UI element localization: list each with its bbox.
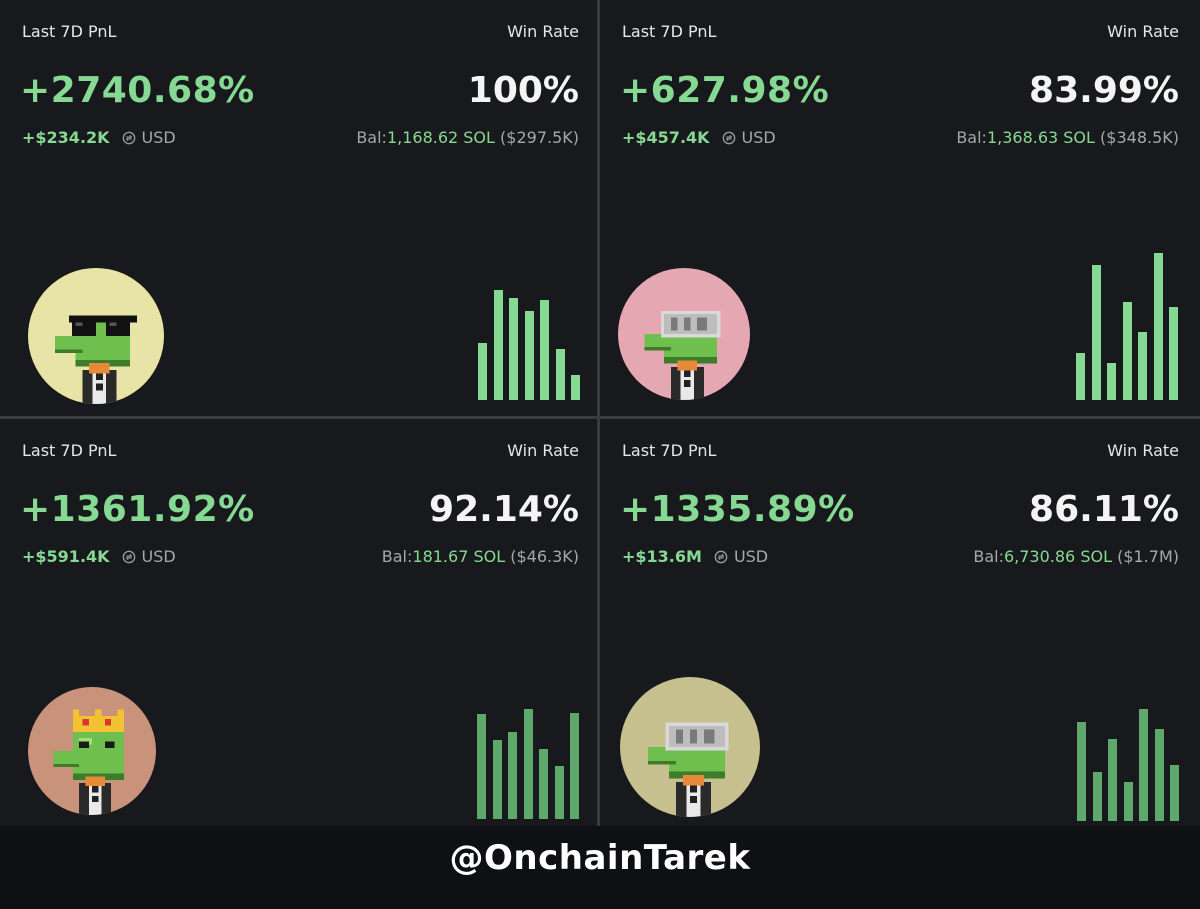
chart-bar	[1076, 353, 1085, 400]
chart-bar	[539, 749, 548, 819]
chart-bar	[1077, 722, 1086, 821]
frog-avatar-icon	[618, 268, 750, 400]
chart-bar	[555, 349, 565, 400]
pnl-card-4[interactable]: Last 7D PnL Win Rate +1335.89% 86.11% +$…	[600, 419, 1197, 826]
currency-label: USD	[141, 128, 176, 147]
usd-pnl-row: +$13.6M USD	[622, 547, 768, 566]
grid-divider-horizontal	[0, 416, 1200, 419]
chart-bar	[1153, 253, 1163, 400]
usd-pnl-row: +$234.2K USD	[22, 128, 176, 147]
currency-swap-icon[interactable]	[110, 550, 142, 564]
currency-swap-icon[interactable]	[702, 550, 734, 564]
chart-bar	[1091, 265, 1101, 400]
balance-usd: ($297.5K)	[500, 128, 579, 147]
chart-bar	[554, 766, 564, 819]
chart-bar	[477, 714, 486, 819]
frog-avatar-icon	[28, 687, 156, 815]
chart-bar	[478, 343, 487, 400]
balance-prefix: Bal:	[381, 547, 413, 566]
balance-prefix: Bal:	[356, 128, 387, 147]
win-rate-label: Win Rate	[507, 441, 579, 460]
pnl-label: Last 7D PnL	[22, 441, 117, 460]
usd-pnl-amount: +$591.4K	[22, 547, 110, 566]
balance-usd: ($46.3K)	[510, 547, 579, 566]
watermark-handle: @OnchainTarek	[449, 838, 751, 878]
chart-bar	[524, 311, 534, 400]
frog-avatar-icon	[28, 268, 164, 404]
winrate-bar-chart	[477, 709, 587, 819]
win-rate-label: Win Rate	[1107, 22, 1179, 41]
chart-bar	[1139, 709, 1148, 821]
win-rate-label: Win Rate	[1107, 441, 1179, 460]
currency-label: USD	[141, 547, 176, 566]
win-rate-value: 92.14%	[429, 489, 579, 530]
chart-bar	[1154, 729, 1164, 821]
chart-bar	[1092, 772, 1102, 821]
grid-divider-vertical	[597, 0, 600, 826]
win-rate-value: 100%	[467, 70, 579, 111]
chart-bar	[492, 740, 502, 819]
balance-sol: 181.67 SOL	[412, 547, 506, 566]
winrate-bar-chart	[1076, 253, 1186, 400]
chart-bar	[493, 290, 503, 400]
pnl-label: Last 7D PnL	[22, 22, 117, 41]
pnl-label: Last 7D PnL	[622, 22, 717, 41]
pnl-percent: +1361.92%	[20, 489, 255, 530]
pnl-percent: +1335.89%	[620, 489, 855, 530]
winrate-bar-chart	[1077, 709, 1187, 821]
chart-bar	[1108, 739, 1117, 821]
balance: Bal:6,730.86 SOL ($1.7M)	[973, 547, 1179, 566]
chart-bar	[1138, 332, 1147, 400]
chart-bar	[1122, 302, 1132, 400]
chart-bar	[540, 300, 549, 400]
balance-sol: 6,730.86 SOL	[1003, 547, 1112, 566]
chart-bar	[509, 298, 518, 400]
pnl-card-grid	[0, 0, 1200, 826]
chart-bar	[571, 375, 580, 400]
win-rate-label: Win Rate	[507, 22, 579, 41]
usd-pnl-amount: +$234.2K	[22, 128, 110, 147]
pnl-card-1[interactable]: Last 7D PnL Win Rate +2740.68% 100% +$23…	[0, 0, 597, 416]
chart-bar	[1123, 782, 1133, 821]
avatar[interactable]	[620, 677, 760, 817]
usd-pnl-amount: +$457.4K	[622, 128, 710, 147]
pnl-card-2[interactable]: Last 7D PnL Win Rate +627.98% 83.99% +$4…	[600, 0, 1197, 416]
winrate-bar-chart	[478, 290, 588, 400]
win-rate-value: 86.11%	[1029, 489, 1179, 530]
currency-swap-icon[interactable]	[110, 131, 142, 145]
currency-label: USD	[741, 128, 776, 147]
pnl-percent: +2740.68%	[20, 70, 255, 111]
chart-bar	[1107, 363, 1116, 400]
balance: Bal:181.67 SOL ($46.3K)	[382, 547, 579, 566]
pnl-percent: +627.98%	[620, 70, 830, 111]
balance-usd: ($348.5K)	[1100, 128, 1179, 147]
avatar[interactable]	[618, 268, 750, 400]
chart-bar	[570, 713, 579, 819]
balance-usd: ($1.7M)	[1117, 547, 1179, 566]
avatar[interactable]	[28, 687, 156, 815]
balance: Bal:1,368.63 SOL ($348.5K)	[956, 128, 1179, 147]
usd-pnl-amount: +$13.6M	[622, 547, 702, 566]
currency-swap-icon[interactable]	[710, 131, 742, 145]
usd-pnl-row: +$457.4K USD	[622, 128, 776, 147]
chart-bar	[1170, 765, 1179, 821]
usd-pnl-row: +$591.4K USD	[22, 547, 176, 566]
frog-avatar-icon	[620, 677, 760, 817]
win-rate-value: 83.99%	[1029, 70, 1179, 111]
currency-label: USD	[733, 547, 769, 566]
pnl-label: Last 7D PnL	[622, 441, 717, 460]
balance-prefix: Bal:	[956, 128, 987, 147]
balance: Bal:1,168.62 SOL ($297.5K)	[356, 128, 579, 147]
chart-bar	[1169, 307, 1178, 400]
balance-sol: 1,168.62 SOL	[386, 128, 495, 147]
chart-bar	[508, 732, 517, 819]
balance-sol: 1,368.63 SOL	[986, 128, 1095, 147]
pnl-card-3[interactable]: Last 7D PnL Win Rate +1361.92% 92.14% +$…	[0, 419, 597, 826]
avatar[interactable]	[28, 268, 164, 404]
balance-prefix: Bal:	[973, 547, 1004, 566]
chart-bar	[523, 709, 533, 819]
